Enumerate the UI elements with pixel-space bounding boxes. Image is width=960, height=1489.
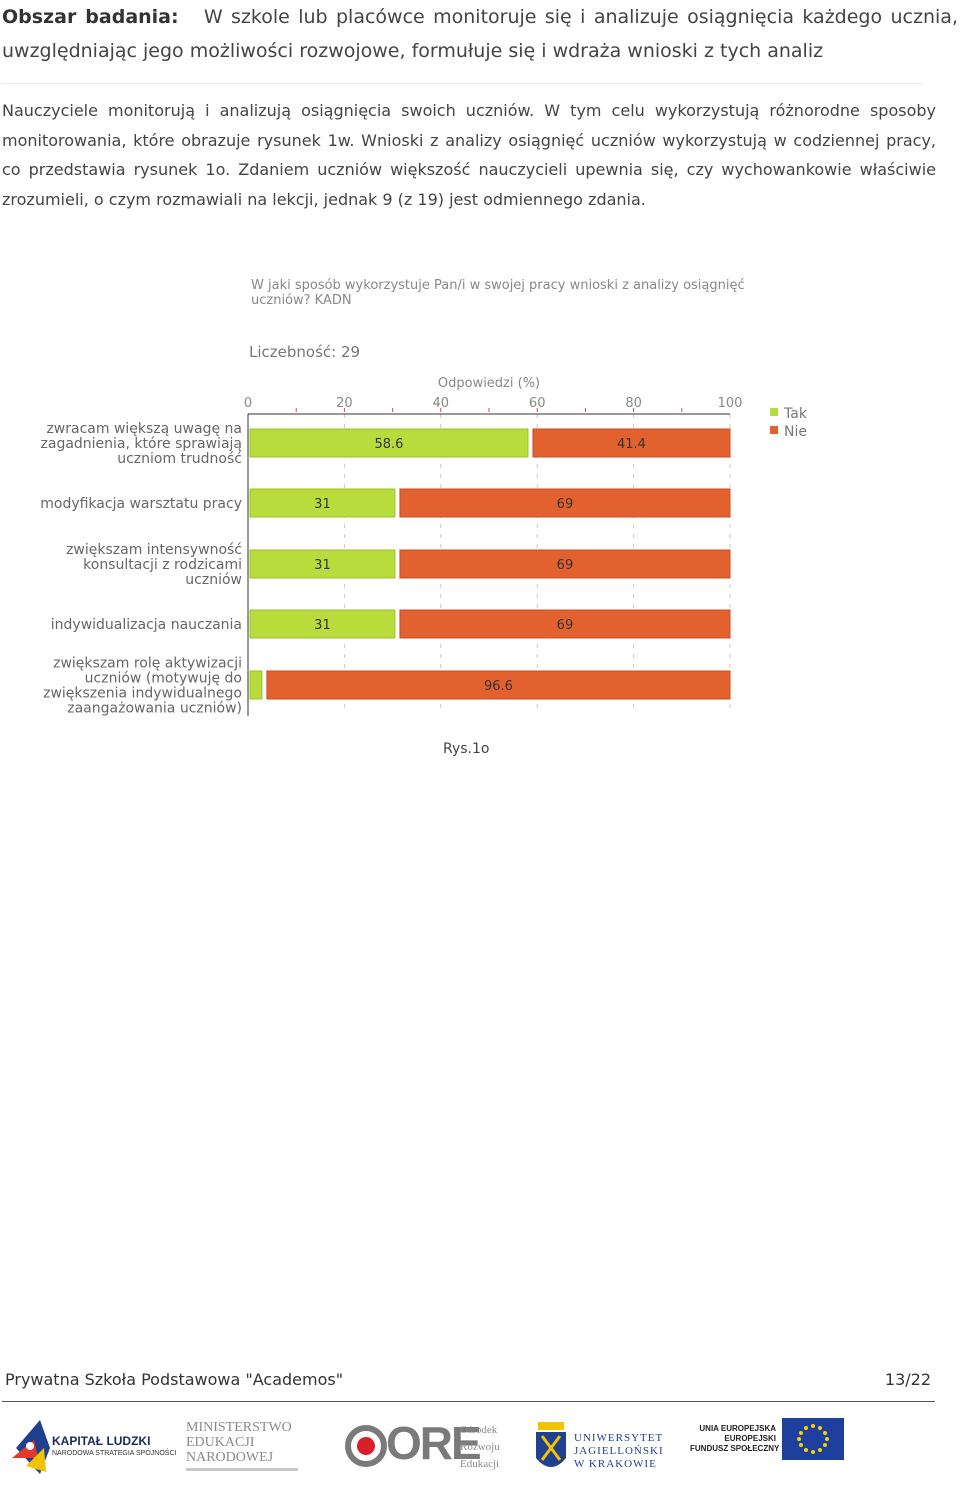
men-line-2: EDUKACJI <box>186 1435 255 1450</box>
category-label: zaangażowania uczniów) <box>67 701 242 717</box>
eu-flag-icon <box>782 1418 844 1460</box>
bar-value-label: 96.6 <box>484 679 513 694</box>
bar-tak <box>249 670 263 700</box>
category-label: konsultacji z rodzicami <box>83 557 242 573</box>
legend-swatch-tak <box>770 408 778 416</box>
body-paragraph: Nauczyciele monitorują i analizują osiąg… <box>2 101 936 209</box>
ore-wordmark: ORE <box>386 1416 482 1470</box>
x-tick-label: 100 <box>718 396 743 411</box>
men-logo: MINISTERSTWO EDUKACJI NARODOWEJ <box>186 1410 306 1480</box>
kapital-ludzki-logo: KAPITAŁ LUDZKI NARODOWA STRATEGIA SPÓJNO… <box>8 1410 178 1480</box>
header-divider <box>2 83 922 84</box>
kapital-ludzki-title: KAPITAŁ LUDZKI <box>52 1434 151 1448</box>
category-label: uczniów (motywuję do <box>85 671 242 687</box>
bar-value-label: 69 <box>557 618 574 633</box>
bar-value-label: 31 <box>314 497 331 512</box>
kapital-ludzki-emblem-icon <box>12 1420 50 1474</box>
ore-logo: ORE Ośrodek Rozwoju Edukacji <box>344 1410 514 1480</box>
ue-line-3: FUNDUSZ SPOŁECZNY <box>690 1444 780 1453</box>
ore-circle-icon <box>345 1425 387 1467</box>
footer-school-name: Prywatna Szkoła Podstawowa "Academos" <box>5 1370 344 1389</box>
x-tick-label: 40 <box>433 396 450 411</box>
x-tick-label: 60 <box>529 396 546 411</box>
x-tick-label: 20 <box>336 396 353 411</box>
category-label: zwiększam intensywność <box>66 542 242 558</box>
men-line-1: MINISTERSTWO <box>186 1420 292 1435</box>
chart-title-line: uczniów? KADN <box>251 293 352 308</box>
legend-swatch-nie <box>770 426 778 434</box>
x-axis-label: Odpowiedzi (%) <box>438 376 540 391</box>
bar-nie <box>399 609 731 639</box>
bar-value-label: 41.4 <box>617 437 646 452</box>
chart-title-line: W jaki sposób wykorzystuje Pan/i w swoje… <box>251 278 745 293</box>
bar-nie <box>266 670 731 700</box>
men-stripe-icon <box>186 1468 298 1471</box>
bar-value-label: 31 <box>314 618 331 633</box>
category-label: uczniów <box>185 572 242 588</box>
category-label: zwiększam rolę aktywizacji <box>53 656 242 672</box>
category-label: zagadnienia, które sprawiają <box>41 436 242 452</box>
ue-line-2: EUROPEJSKI <box>724 1434 776 1443</box>
ore-wordmark-text: ORE <box>386 1417 482 1469</box>
bar-tak <box>249 428 529 458</box>
x-tick-label: 0 <box>244 396 252 411</box>
uj-crest-icon <box>536 1422 566 1467</box>
bar-nie <box>399 549 731 579</box>
ore-line-1: Ośrodek <box>460 1424 498 1436</box>
bar-value-label: 69 <box>557 558 574 573</box>
ore-line-2: Rozwoju <box>460 1441 500 1453</box>
page-footer: Prywatna Szkoła Podstawowa "Academos" 13… <box>5 1370 931 1394</box>
section-header: Obszar badania: W szkole lub placówce mo… <box>2 0 958 68</box>
category-label: indywidualizacja nauczania <box>51 617 242 633</box>
bar-tak <box>249 488 396 518</box>
bar-tak <box>249 549 396 579</box>
uj-logo: UNIWERSYTET JAGIELLOŃSKI W KRAKOWIE <box>534 1410 674 1480</box>
category-label: zwracam większą uwagę na <box>46 421 242 437</box>
kapital-ludzki-subtitle: NARODOWA STRATEGIA SPÓJNOŚCI <box>52 1450 177 1457</box>
ue-line-1: UNIA EUROPEJSKA <box>699 1424 776 1433</box>
uj-line-2: JAGIELLOŃSKI <box>574 1445 664 1457</box>
bar-nie <box>399 488 731 518</box>
bar-tak <box>249 609 396 639</box>
ue-logo: UNIA EUROPEJSKA EUROPEJSKI FUNDUSZ SPOŁE… <box>690 1410 850 1480</box>
bar-value-label: 31 <box>314 558 331 573</box>
footer-divider <box>2 1401 935 1402</box>
uj-line-1: UNIWERSYTET <box>574 1432 664 1444</box>
section-label: Obszar badania: <box>2 6 179 28</box>
ore-line-3: Edukacji <box>460 1458 500 1470</box>
category-label: modyfikacja warsztatu pracy <box>40 496 242 512</box>
x-tick-label: 80 <box>625 396 642 411</box>
bar-value-label: 69 <box>557 497 574 512</box>
men-line-3: NARODOWEJ <box>186 1450 274 1465</box>
chart: W jaki sposób wykorzystuje Pan/i w swoje… <box>40 278 808 717</box>
figure-caption: Rys.1o <box>443 741 490 757</box>
category-label: zwiększenia indywidualnego <box>43 686 242 702</box>
section-title: W szkole lub placówce monitoruje się i a… <box>2 6 958 62</box>
uj-line-3: W KRAKOWIE <box>574 1458 657 1470</box>
logo-strip: KAPITAŁ LUDZKI NARODOWA STRATEGIA SPÓJNO… <box>0 1410 960 1485</box>
legend-label-tak: Tak <box>783 406 808 422</box>
chart-count-label: Liczebność: 29 <box>249 343 360 361</box>
legend-label-nie: Nie <box>784 424 807 440</box>
bar-nie <box>532 428 731 458</box>
category-label: uczniom trudność <box>117 451 242 467</box>
bar-value-label: 58.6 <box>374 437 403 452</box>
page-number: 13/22 <box>884 1370 931 1389</box>
